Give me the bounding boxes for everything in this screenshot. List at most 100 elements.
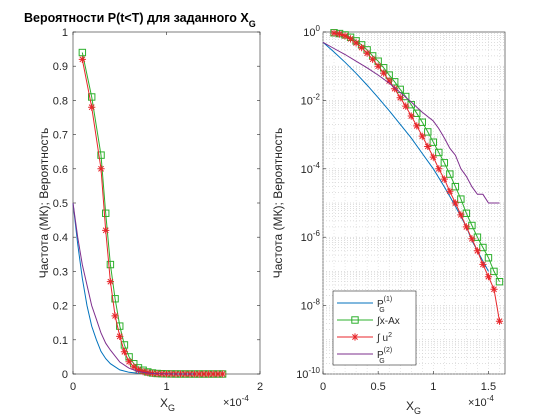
plot-1-series-3-point <box>195 370 203 378</box>
plot-2-series-2-point <box>457 195 465 203</box>
plot-2-series-3-point <box>451 199 459 207</box>
plot-1-x-tick-label: 1 <box>163 381 169 393</box>
plot-1-series-3-point <box>111 312 119 320</box>
plot-2-series-3-point <box>407 112 415 120</box>
plot-2-y-tick-label: 10-8 <box>301 298 321 313</box>
plot-2-series-3-point <box>391 85 399 93</box>
plot-1-x-tick-label: 2 <box>257 381 263 393</box>
plot-2-series-3-point <box>363 49 371 57</box>
plot-2-y-tick-label: 10-4 <box>301 161 321 176</box>
plot-2-series-3-point <box>369 55 377 63</box>
plot-2-series-3-point <box>440 175 448 183</box>
plot-1-series-3-point <box>130 363 138 371</box>
plot-2-series-3-point <box>484 273 493 281</box>
plot-1-series-3-point <box>214 370 222 378</box>
plot-1-series-3-point <box>139 368 147 376</box>
plot-2-y-tick-label: 10-10 <box>296 366 320 381</box>
plot-2-series-2-point <box>390 78 399 86</box>
plot-2-series-3-point <box>473 247 482 255</box>
plot-2-series-2-point <box>468 221 476 230</box>
plot-2-y-tick-label: 100 <box>303 24 320 39</box>
plot-2-series-2-point <box>429 138 438 146</box>
plot-1-series-2-point <box>102 209 110 217</box>
plot-1-y-tick-label: 1 <box>62 27 68 39</box>
plot-1-series-3-point <box>78 55 86 63</box>
plot-1-series-2-point <box>78 48 87 57</box>
plot-1-series-2-point <box>116 322 124 330</box>
plot-1-series-3-point <box>102 226 110 234</box>
plot-2-series-2-point <box>462 209 471 217</box>
plot-2-series-3-point <box>358 43 366 52</box>
plot-2-series-3-point <box>335 30 344 38</box>
plot-2-series-3-point <box>402 102 410 110</box>
plot-2-series-3-point <box>374 62 382 70</box>
plot-2-series-2-point <box>440 159 449 167</box>
plot-2-ticks: 10-10 10-8 10-6 10-4 10-2 100 0 0.5 1 1.5 <box>296 24 496 393</box>
plot-2-series-3-point <box>346 35 355 43</box>
legend-label-3: ∫ u2 <box>376 332 392 344</box>
plot-1-series-3-point <box>204 370 213 378</box>
plot-2-series <box>322 29 504 325</box>
plot-1-x-tick-label: 0 <box>70 381 76 393</box>
plot-1-series-3-point <box>116 332 124 340</box>
plot-1-axes-box <box>72 31 261 375</box>
plot-2-series-2-point <box>418 118 426 126</box>
plot-1-series-3-point <box>125 358 133 366</box>
plot-2-y-tick-label: 10-2 <box>301 92 321 107</box>
plot-2-series-3-point <box>396 94 404 102</box>
plot-1-series-2-point <box>97 151 105 159</box>
plot-1-series <box>72 48 227 378</box>
plot-2-series-3-point <box>380 69 388 77</box>
plot-2-series-3-point <box>468 235 476 243</box>
plot-2-series-3-point <box>424 142 432 151</box>
plot-2-series-3-point <box>490 285 498 293</box>
legend-label-1: P(1) G <box>377 296 392 314</box>
plot-1-y-tick-label: 0.7 <box>53 130 68 142</box>
plot-1-series-2-point <box>111 295 119 303</box>
plot-1-x-label: XG <box>160 396 175 413</box>
plot-2-x-tick-label: 1 <box>430 381 436 393</box>
plot-1-series-2-point <box>120 341 129 349</box>
legend-label-2: ∫x-Ax <box>376 316 400 327</box>
legend-marker-2 <box>351 316 359 324</box>
plot-1-series-3-point <box>200 370 208 378</box>
plot-2-x-label: XG <box>406 399 421 416</box>
plot-1-title: Вероятности P(t<T) для заданного XG <box>24 11 256 29</box>
plot-2-series-3-point <box>429 153 437 161</box>
plot-1-ticks: 0 0.1 0.2 0.3 0.4 0.5 0.6 0.7 0.8 0.9 1 0 1 2 <box>53 27 263 393</box>
plot-2-series-2-point <box>479 243 487 252</box>
plot-2-x-tick-label: 1.5 <box>481 381 496 393</box>
plot-2-series-3-point <box>330 29 338 37</box>
plot-2-x-tick-label: 0.5 <box>371 381 386 393</box>
plot-2-series-3-point <box>385 77 393 85</box>
plot-1-series-3-point <box>106 278 114 286</box>
legend-label-4: P(2) G <box>377 347 392 365</box>
plot-2-series-3-point <box>495 317 504 325</box>
plot-1-y-tick-label: 0.9 <box>53 61 68 73</box>
plot-2-x-tick-label: 0 <box>320 381 326 393</box>
plot-1-series-3-point <box>88 103 96 111</box>
plot-2-series-4-line <box>322 41 500 204</box>
plot-1-series-3-point <box>120 348 129 356</box>
plot-2-series-3-point <box>413 122 421 130</box>
plot-2-x-exponent: ×10-4 <box>468 394 494 409</box>
plot-1-y-tick-label: 0.3 <box>53 266 68 278</box>
plot-2-series-3-point <box>435 165 443 173</box>
plot-2-series-2-point <box>490 267 498 276</box>
plot-1-y-tick-label: 0.4 <box>53 232 68 244</box>
plot-1-series-3-point <box>134 366 143 374</box>
plot-1-y-label: Частота (МК); Вероятность <box>37 128 51 279</box>
plot-1-y-tick-label: 0.2 <box>53 301 68 313</box>
plot-1-series-2-point <box>106 260 115 269</box>
legend-items: P(1) G ∫x-Ax ∫ u2 P(2) G <box>337 296 400 365</box>
plot-1-x-exponent: ×10-4 <box>223 394 249 409</box>
plot-1-series-3-point <box>209 370 217 378</box>
plot-2-series-3-point <box>341 32 349 40</box>
plot-1-y-tick-label: 0.6 <box>53 164 68 176</box>
plot-2-series-3-point <box>462 223 470 231</box>
plot-2-series-3-point <box>457 211 465 219</box>
plot-1-y-tick-label: 0.8 <box>53 95 68 107</box>
plot-2-y-label: Частота (МК); Вероятность <box>271 128 285 279</box>
plot-1: Вероятности P(t<T) для заданного XG Част… <box>24 11 263 413</box>
